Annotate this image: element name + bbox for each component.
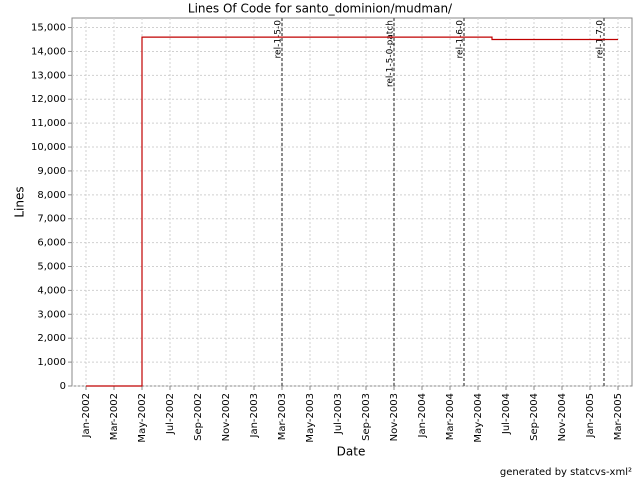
- x-tick-label: Nov-2003: [389, 393, 400, 441]
- x-tick-label: Sep-2004: [529, 393, 540, 441]
- plot-area: [71, 17, 633, 387]
- x-tick-label: Jul-2003: [333, 393, 344, 435]
- y-tick-label: 15,000: [31, 23, 66, 34]
- x-tick-label: Nov-2002: [221, 393, 232, 441]
- footer: generated by statcvs-xml²: [500, 467, 632, 478]
- release-label: rel-1-6-0: [456, 20, 466, 59]
- x-tick-label: Mar-2002: [109, 393, 120, 440]
- x-tick-label: Jul-2004: [501, 393, 512, 435]
- x-tick-label: Nov-2004: [557, 393, 568, 441]
- y-tick-label: 1,000: [37, 357, 66, 368]
- y-tick-label: 0: [60, 381, 66, 392]
- x-tick-label: Mar-2003: [277, 393, 288, 440]
- y-tick-label: 5,000: [37, 262, 66, 273]
- x-tick-label: Jul-2002: [165, 393, 176, 435]
- x-tick-label: Sep-2002: [193, 393, 204, 441]
- y-tick-label: 4,000: [37, 285, 66, 296]
- y-tick-label: 2,000: [37, 333, 66, 344]
- x-tick-label: May-2003: [305, 393, 316, 443]
- y-tick-label: 11,000: [31, 118, 66, 129]
- y-tick-label: 7,000: [37, 214, 66, 225]
- y-tick-label: 13,000: [31, 70, 66, 81]
- y-tick-label: 10,000: [31, 142, 66, 153]
- y-axis-label: Lines: [13, 186, 27, 217]
- y-tick-label: 14,000: [31, 46, 66, 57]
- y-tick-label: 9,000: [37, 166, 66, 177]
- x-tick-label: Mar-2004: [445, 393, 456, 440]
- x-tick-label: Jan-2002: [81, 393, 92, 438]
- y-tick-label: 6,000: [37, 238, 66, 249]
- y-tick-label: 3,000: [37, 309, 66, 320]
- series-line: [86, 36, 618, 387]
- x-axis-label: Date: [337, 445, 366, 459]
- x-tick-label: Jan-2004: [417, 393, 428, 438]
- y-tick-label: 12,000: [31, 94, 66, 105]
- x-tick-label: May-2004: [473, 393, 484, 443]
- release-label: rel-1-5-0: [274, 20, 284, 59]
- x-tick-label: Sep-2003: [361, 393, 372, 441]
- x-tick-label: Jan-2003: [249, 393, 260, 438]
- y-tick-label: 8,000: [37, 190, 66, 201]
- x-tick-label: Mar-2005: [613, 393, 624, 440]
- x-tick-label: Jan-2005: [585, 393, 596, 438]
- x-tick-label: May-2002: [137, 393, 148, 443]
- chart-title: Lines Of Code for santo_dominion/mudman/: [188, 2, 453, 16]
- release-label: rel-1-5-0-patch: [386, 20, 396, 87]
